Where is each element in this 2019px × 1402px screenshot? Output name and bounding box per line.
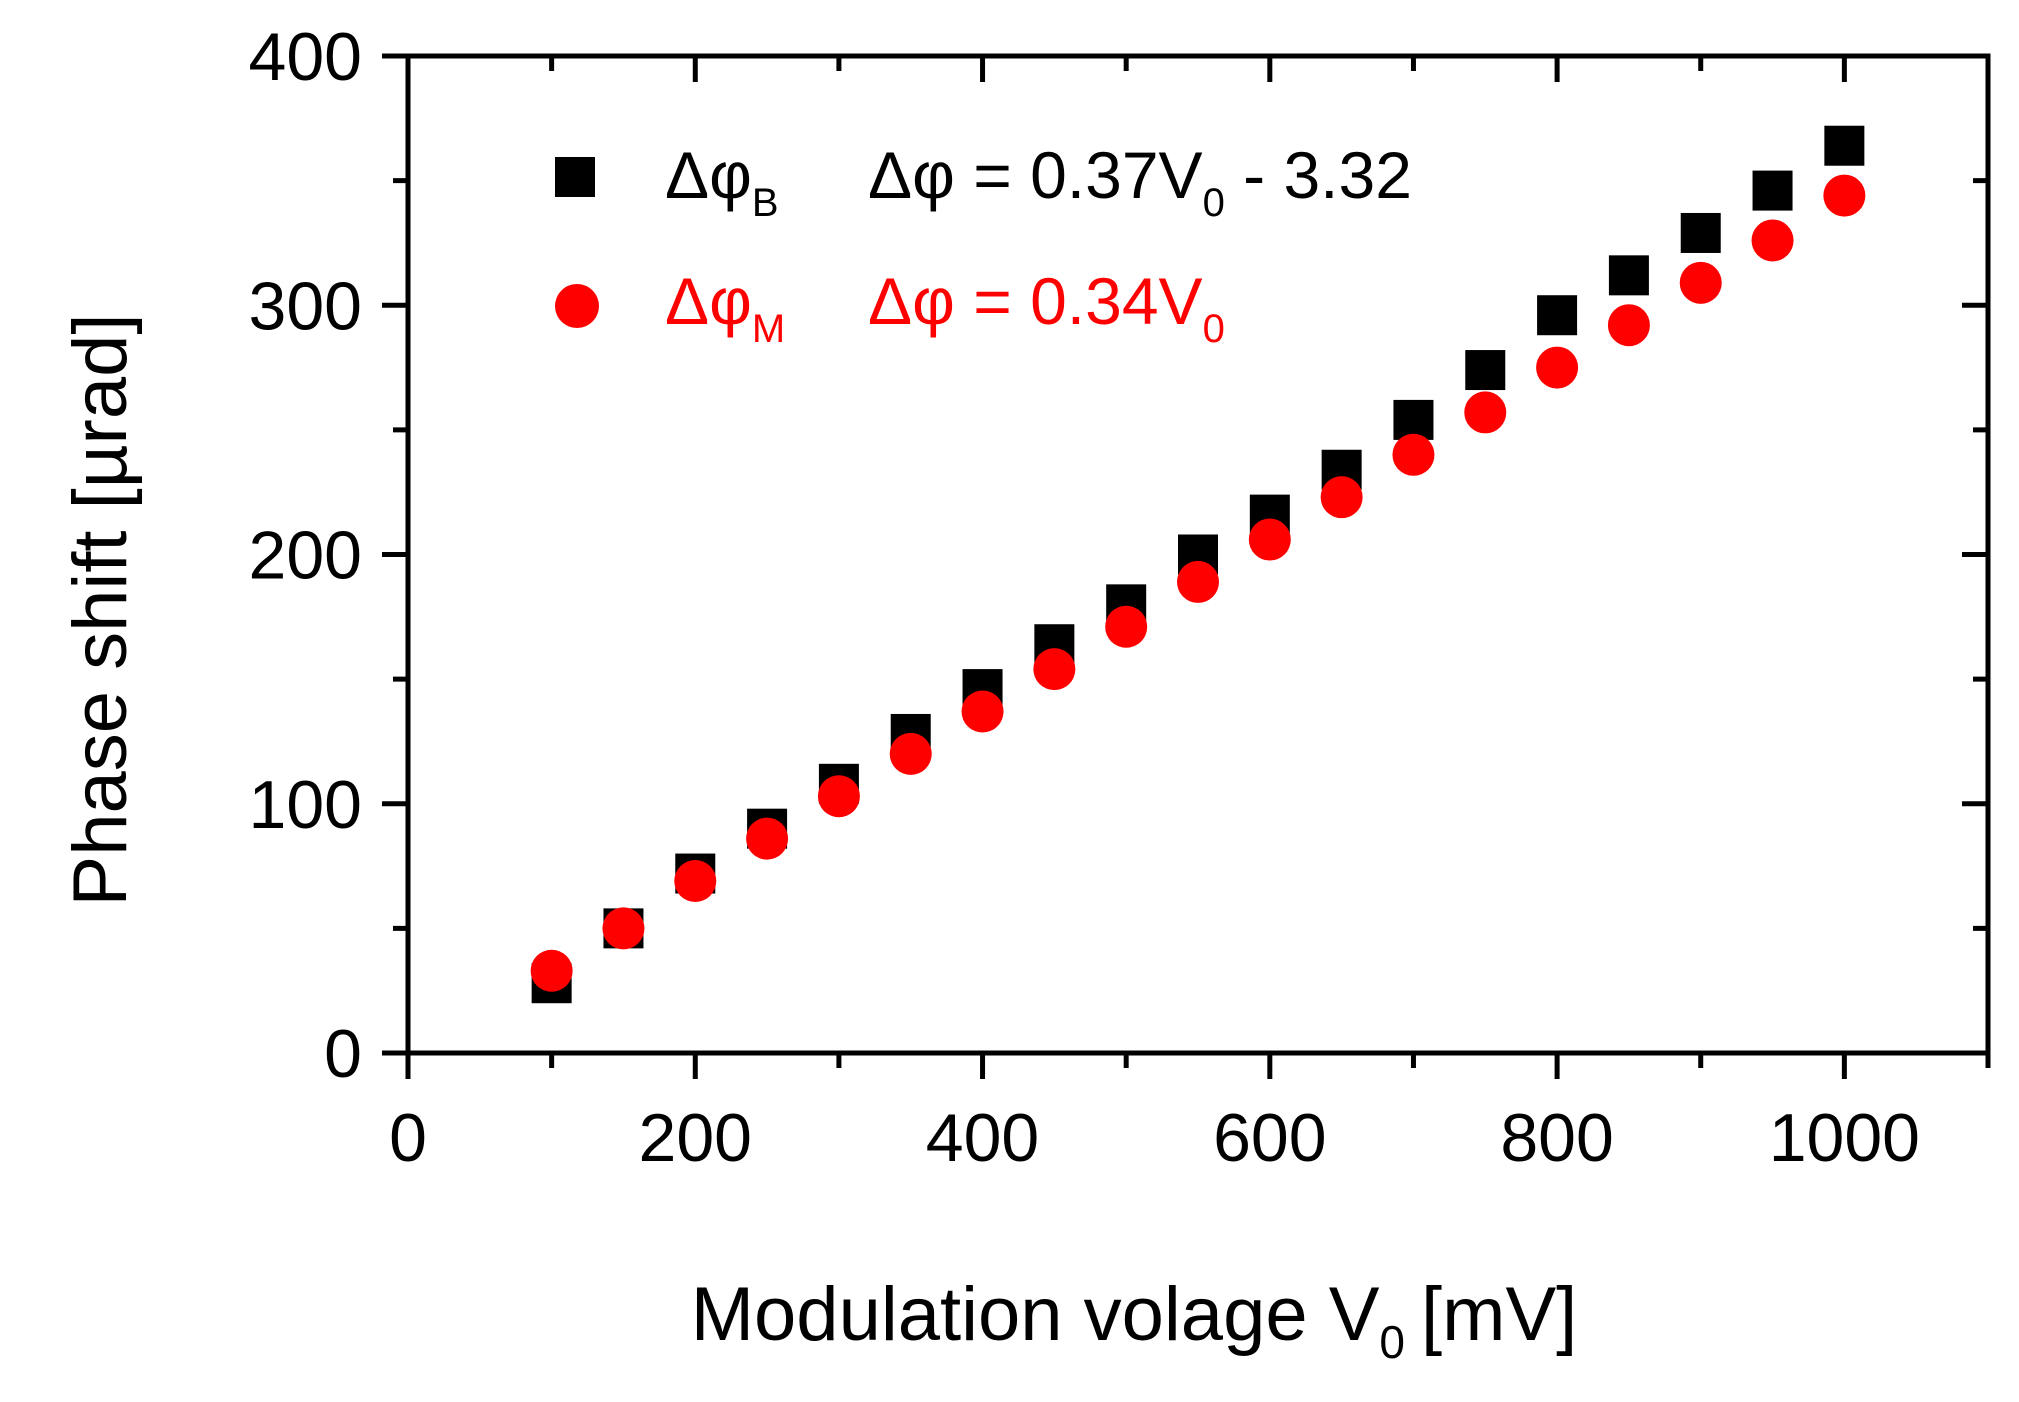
data-point-M [1679,261,1722,304]
legend-entry-b: ΔφB [665,138,779,225]
x-tick-label: 800 [1500,1100,1613,1176]
legend-entry-m-name: Δφ [665,264,752,338]
legend-fit-m: Δφ = 0.34V0 [868,264,1225,351]
x-axis-label-main: Modulation volage V [691,1272,1380,1357]
data-point-B [1465,350,1506,391]
x-tick-label: 1000 [1769,1100,1920,1176]
legend-entry-m-sub: M [752,307,785,351]
data-point-M [1320,476,1363,519]
legend-marker-circle [555,284,599,328]
legend-fit-b: Δφ = 0.37V0 - 3.32 [868,138,1412,225]
data-point-M [1607,304,1650,347]
legend-entry-b-sub: B [752,181,779,225]
data-point-M [1536,346,1579,389]
y-tick-label: 200 [249,518,362,594]
x-tick-label: 400 [926,1100,1039,1176]
data-point-M [674,860,717,903]
data-point-B [1680,212,1721,253]
legend-fit-b-lhs: Δφ = 0.37V [868,138,1203,212]
data-point-M [1464,391,1507,434]
data-point-M [1248,518,1291,561]
y-tick-label: 300 [249,268,362,344]
legend: ΔφB Δφ = 0.37V0 - 3.32 ΔφM Δφ = 0.34V0 [555,138,1412,351]
data-point-B [1393,399,1434,440]
data-point-M [602,907,645,950]
x-tick-label: 200 [639,1100,752,1176]
legend-fit-b-rhs: - 3.32 [1225,138,1412,212]
data-point-M [746,817,789,860]
data-point-B [1608,255,1649,296]
legend-entry-b-name: Δφ [665,138,752,212]
data-point-M [530,949,573,992]
data-point-M [1105,605,1148,648]
x-axis-label-sub: 0 [1379,1316,1405,1368]
x-tick-label: 0 [389,1100,427,1176]
y-tick-label: 100 [249,767,362,843]
legend-fit-m-sub: 0 [1203,307,1225,351]
data-point-B [1752,170,1793,211]
y-tick-label: 400 [249,19,362,95]
data-point-M [1823,174,1866,217]
legend-entry-m: ΔφM [665,264,785,351]
data-point-B [1537,295,1578,336]
data-point-M [817,775,860,818]
x-tick-label: 600 [1213,1100,1326,1176]
data-point-M [1177,560,1219,603]
data-point-B [1824,125,1865,166]
data-point-M [1751,219,1794,262]
legend-marker-square [555,157,595,197]
x-axis-label-unit: [mV] [1421,1272,1577,1357]
legend-fit-m-lhs: Δφ = 0.34V [868,264,1203,338]
plot-area: 0 200 400 600 800 1000 0 100 200 300 400 [249,19,1991,1176]
data-point-M [1033,648,1076,691]
data-point-M [1392,433,1435,476]
data-point-M [889,732,932,775]
x-axis-label: Modulation volage V0 [mV] [691,1272,1578,1368]
data-point-M [961,690,1004,733]
y-tick-label: 0 [324,1016,362,1092]
legend-fit-b-sub: 0 [1203,181,1225,225]
y-axis-label: Phase shift [µrad] [58,314,143,907]
